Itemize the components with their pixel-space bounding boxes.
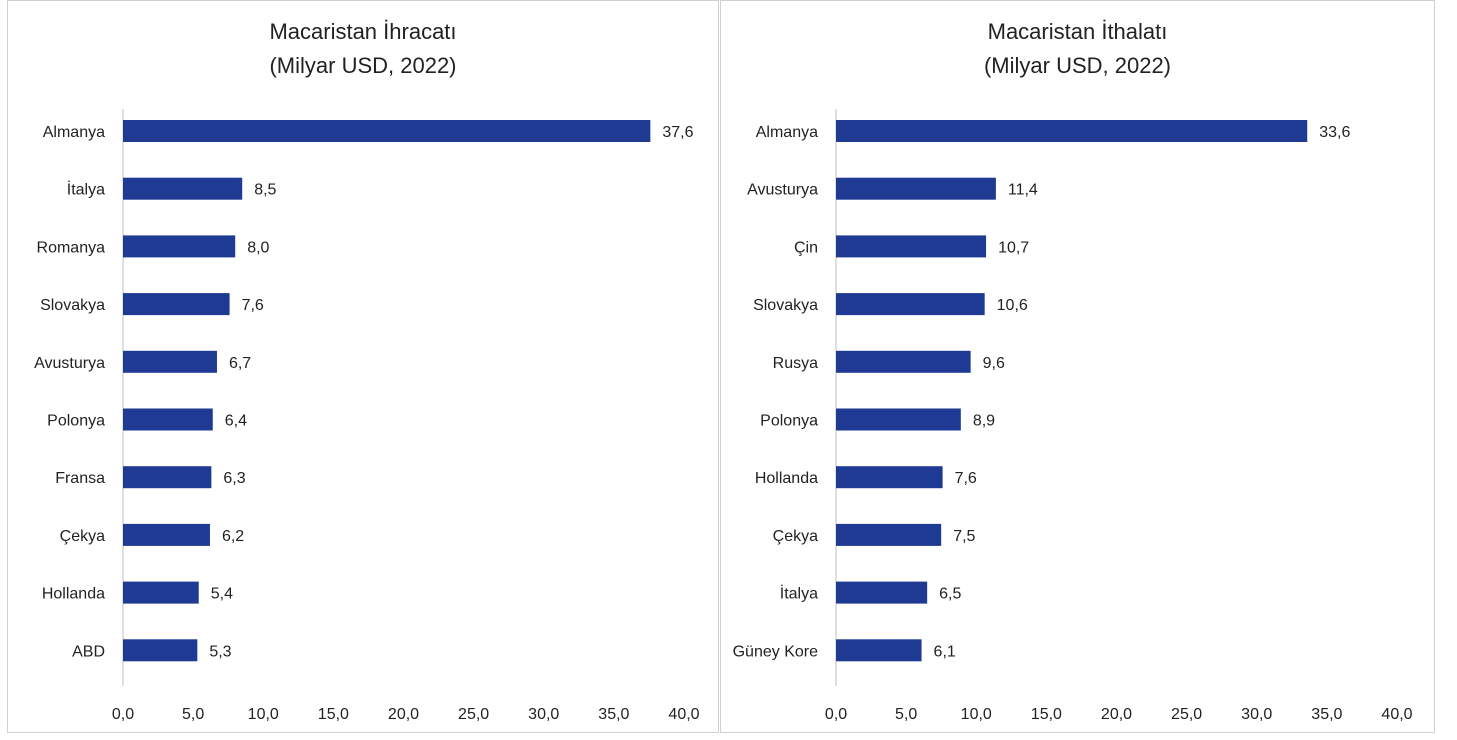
x-tick-label: 0,0 — [825, 706, 847, 723]
category-label: Güney Kore — [733, 643, 818, 660]
data-label: 33,6 — [1319, 124, 1350, 141]
x-tick-label: 0,0 — [112, 706, 134, 723]
data-label: 7,5 — [953, 528, 975, 545]
data-label: 9,6 — [983, 355, 1005, 372]
x-tick-label: 30,0 — [1241, 706, 1272, 723]
category-label: Polonya — [47, 413, 105, 430]
bar — [123, 408, 213, 431]
bar — [123, 235, 236, 258]
category-label: Slovakya — [753, 297, 818, 314]
x-tick-label: 40,0 — [668, 706, 699, 723]
data-label: 11,4 — [1008, 182, 1038, 199]
category-label: Hollanda — [755, 470, 818, 487]
data-label: 10,6 — [997, 297, 1028, 314]
x-tick-label: 25,0 — [1171, 706, 1202, 723]
data-label: 8,9 — [973, 413, 995, 430]
bar — [123, 350, 217, 373]
data-label: 6,7 — [229, 355, 251, 372]
bar — [123, 293, 230, 316]
bar — [123, 120, 651, 142]
x-tick-label: 5,0 — [895, 706, 917, 723]
bar — [836, 177, 996, 200]
chart-title: Macaristan İhracatı — [269, 19, 457, 44]
x-tick-label: 15,0 — [318, 706, 349, 723]
bar — [836, 350, 971, 373]
category-label: Almanya — [756, 124, 818, 141]
bar — [123, 523, 210, 546]
x-tick-label: 25,0 — [458, 706, 489, 723]
x-tick-label: 35,0 — [598, 706, 629, 723]
category-label: İtalya — [67, 180, 105, 199]
chart-title: Macaristan İthalatı — [987, 19, 1168, 44]
category-label: İtalya — [780, 584, 818, 603]
data-label: 5,4 — [211, 586, 233, 603]
x-tick-label: 30,0 — [528, 706, 559, 723]
category-label: Romanya — [37, 239, 106, 256]
export-bar-chart: Almanya 37,6 İtalya 8,5 Romanya 8,0 Slovakya 7,… — [34, 109, 700, 723]
x-tick-label: 10,0 — [248, 706, 279, 723]
bar — [123, 177, 243, 200]
category-label: Çekya — [773, 528, 818, 545]
bar — [836, 466, 943, 489]
data-label: 7,6 — [242, 297, 264, 314]
bar — [836, 120, 1308, 142]
category-label: Fransa — [55, 470, 105, 487]
category-label: Slovakya — [40, 297, 105, 314]
category-label: Rusya — [773, 355, 818, 372]
category-label: Avusturya — [747, 182, 818, 199]
category-label: Almanya — [43, 124, 105, 141]
data-label: 6,5 — [939, 586, 961, 603]
category-label: ABD — [72, 643, 105, 660]
data-label: 5,3 — [209, 643, 231, 660]
data-label: 6,2 — [222, 528, 244, 545]
bar — [836, 639, 922, 662]
category-label: Polonya — [760, 413, 818, 430]
data-label: 6,1 — [934, 643, 956, 660]
data-label: 6,3 — [223, 470, 245, 487]
data-label: 37,6 — [662, 124, 693, 141]
category-label: Hollanda — [42, 586, 105, 603]
bar — [836, 408, 961, 431]
bar — [836, 235, 987, 258]
category-label: Avusturya — [34, 355, 105, 372]
bar — [123, 581, 199, 604]
import-bar-chart: Almanya 33,6 Avusturya 11,4 Çin 10,7 Slovakya 1… — [733, 109, 1413, 723]
x-tick-label: 20,0 — [1101, 706, 1132, 723]
data-label: 6,4 — [225, 413, 247, 430]
x-tick-label: 35,0 — [1311, 706, 1342, 723]
bar — [836, 523, 942, 546]
x-tick-label: 10,0 — [961, 706, 992, 723]
x-tick-label: 15,0 — [1031, 706, 1062, 723]
bar — [123, 639, 198, 662]
category-label: Çekya — [60, 528, 105, 545]
data-label: 7,6 — [955, 470, 977, 487]
data-label: 8,0 — [247, 239, 269, 256]
x-tick-label: 20,0 — [388, 706, 419, 723]
category-label: Çin — [794, 239, 818, 256]
bar — [836, 581, 928, 604]
x-tick-label: 40,0 — [1381, 706, 1412, 723]
import-chart-panel: Macaristan İthalatı (Milyar USD, 2022) A… — [720, 0, 1435, 733]
export-chart-panel: Macaristan İhracatı (Milyar USD, 2022) A… — [7, 0, 719, 733]
chart-subtitle: (Milyar USD, 2022) — [269, 53, 457, 78]
x-tick-label: 5,0 — [182, 706, 204, 723]
bar — [836, 293, 985, 316]
bar — [123, 466, 212, 489]
chart-subtitle: (Milyar USD, 2022) — [983, 53, 1172, 78]
data-label: 10,7 — [998, 239, 1029, 256]
data-label: 8,5 — [254, 182, 276, 199]
